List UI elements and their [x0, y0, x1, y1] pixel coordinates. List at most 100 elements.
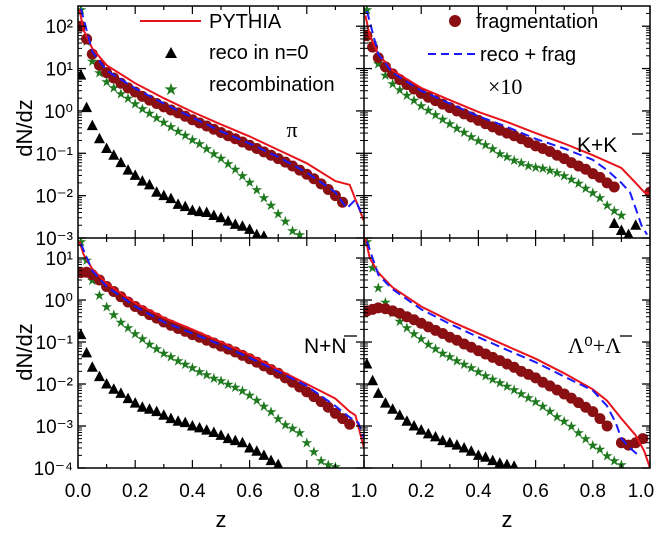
point-reco-n0 [78, 328, 87, 340]
point-recombination: ★ [551, 166, 564, 182]
x-tick-label: 0.6 [236, 481, 262, 502]
point-reco-n0 [372, 387, 384, 398]
x-tick-label: 0.4 [179, 481, 206, 502]
line-pythia [364, 15, 650, 195]
point-reco-n0 [422, 427, 434, 439]
panel-label-kaon-text: K+K [577, 134, 617, 157]
point-reco-n0 [430, 430, 441, 442]
point-reco-n0 [151, 405, 163, 417]
point-recombination: ★ [265, 198, 278, 214]
point-reco-n0 [229, 434, 241, 446]
point-recombination: ★ [501, 149, 514, 165]
y-axis-label-bottom: dN/dz [12, 323, 37, 380]
y-tick-label: 10¹ [46, 60, 73, 81]
point-recombination: ★ [444, 117, 457, 133]
point-recombination: ★ [193, 364, 206, 380]
point-reco-n0 [244, 223, 256, 234]
point-recombination: ★ [558, 414, 571, 430]
point-recombination: ★ [429, 342, 442, 358]
point-recombination: ★ [107, 308, 120, 324]
series-reco-n0 [78, 328, 284, 468]
point-recombination: ★ [279, 417, 292, 433]
point-recombination: ★ [315, 454, 328, 470]
point-recombination: ★ [293, 228, 306, 244]
legend-swatch-fragmentation [449, 15, 461, 27]
series-reco-n0 [608, 217, 642, 238]
x-tick-label: 0.8 [580, 481, 606, 502]
point-recombination: ★ [186, 133, 199, 149]
point-reco-n0 [129, 169, 141, 180]
point-recombination: ★ [522, 390, 535, 406]
point-recombination: ★ [544, 404, 557, 420]
point-reco-n0 [179, 416, 191, 428]
x-tick-label: 0.8 [294, 481, 320, 502]
point-recombination: ★ [579, 181, 592, 197]
plot-frame: 10⁻³ 10⁻² 10⁻¹ 10⁰ 10¹ 10² 10⁻⁴ 10⁻³ 10⁻² 10⁻¹ 10⁰… [34, 5, 654, 502]
point-recombination: ★ [329, 459, 342, 475]
point-reco-n0 [222, 215, 234, 226]
panel-label-nucleon: N+N [304, 335, 357, 358]
point-reco-n0 [401, 415, 413, 426]
point-recombination: ★ [465, 129, 478, 145]
point-fragmentation [322, 183, 334, 195]
point-recombination: ★ [322, 458, 335, 474]
point-recombination: ★ [587, 438, 600, 454]
point-recombination: ★ [594, 191, 607, 207]
point-reco-n0 [158, 409, 170, 420]
legend-label-reco-frag: reco + frag [480, 44, 576, 66]
panel-label-kaon: K+K [577, 133, 643, 157]
point-recombination: ★ [522, 158, 535, 174]
point-recombination: ★ [250, 393, 263, 409]
y-tick-label: 10⁻¹ [36, 144, 74, 165]
point-recombination: ★ [615, 458, 628, 474]
point-reco-n0 [236, 436, 248, 448]
panel-label-pi: π [286, 117, 297, 142]
point-recombination: ★ [129, 326, 142, 342]
point-recombination: ★ [243, 175, 256, 191]
point-reco-n0 [273, 458, 284, 468]
point-recombination: ★ [479, 368, 492, 384]
line-reco-frag [365, 240, 640, 457]
point-reco-n0 [165, 192, 177, 204]
point-reco-n0 [502, 458, 512, 468]
legend-swatch-recombination: ★ [163, 80, 178, 100]
point-reco-n0 [630, 219, 642, 230]
y-tick-label: 10⁻² [36, 375, 74, 396]
point-reco-n0 [259, 230, 268, 238]
legend-label-reco-n0: reco in n=0 [209, 42, 309, 64]
panel-1: ★★★★★★★★★★★★★★★★★★★★★★★★★★★★★★★★ [78, 6, 364, 244]
point-recombination: ★ [494, 375, 507, 391]
point-recombination: ★ [465, 360, 478, 376]
point-recombination: ★ [451, 354, 464, 370]
point-recombination: ★ [165, 119, 178, 135]
point-recombination: ★ [615, 208, 628, 224]
point-reco-n0 [215, 211, 227, 223]
point-reco-n0 [81, 346, 93, 358]
legend-label-recombination: recombination [209, 74, 335, 96]
point-reco-n0 [608, 217, 620, 228]
point-reco-n0 [144, 403, 155, 414]
y-tick-label: 10⁰ [44, 102, 73, 123]
point-reco-n0 [222, 432, 234, 444]
point-reco-n0 [472, 449, 484, 460]
point-reco-n0 [451, 439, 463, 450]
point-recombination: ★ [486, 372, 499, 388]
point-reco-n0 [122, 392, 134, 404]
point-fragmentation [594, 413, 606, 425]
point-recombination: ★ [93, 288, 106, 304]
panel-annotations: π ×10 K+K N+N Λ⁰+Λ [286, 74, 643, 358]
point-recombination: ★ [150, 110, 163, 126]
point-reco-n0 [415, 424, 427, 435]
y-tick-label: 10⁻⁴ [34, 459, 73, 480]
point-recombination: ★ [236, 168, 249, 184]
point-recombination: ★ [486, 141, 499, 157]
point-fragmentation [601, 420, 613, 432]
y-tick-label: 10¹ [46, 249, 73, 270]
point-recombination: ★ [236, 384, 249, 400]
panel-3: ★★★★★★★★★★★★★★★★★★★★★★★★★★★★★★★★★★★★★ [78, 238, 364, 475]
point-reco-n0 [623, 228, 634, 238]
point-recombination: ★ [415, 332, 428, 348]
point-fragmentation [329, 190, 341, 202]
point-reco-n0 [86, 119, 98, 131]
point-reco-n0 [465, 445, 477, 456]
